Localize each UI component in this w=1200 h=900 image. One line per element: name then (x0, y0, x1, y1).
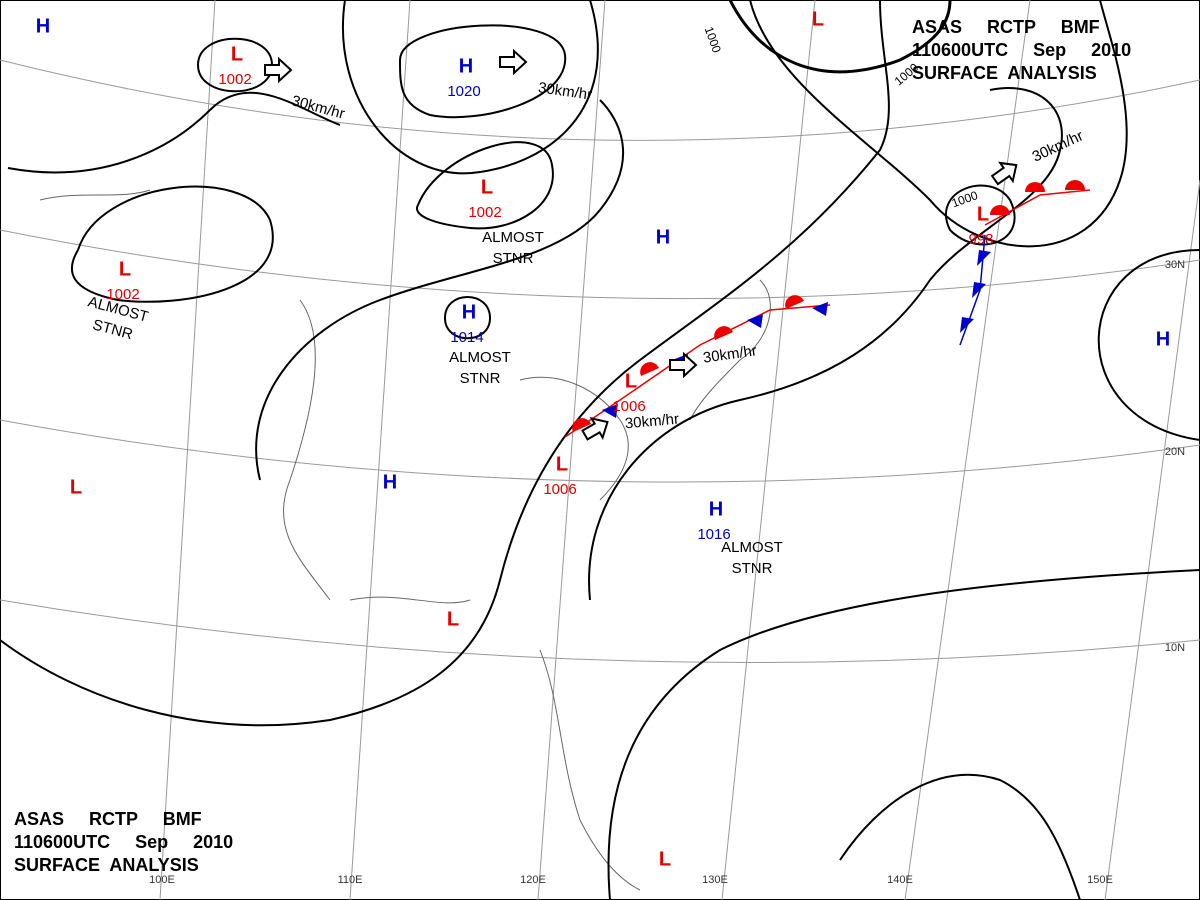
coastline (349, 596, 471, 604)
title-line: SURFACE ANALYSIS (912, 63, 1097, 83)
center-symbol: L (231, 43, 243, 65)
center-symbol: H (709, 498, 723, 520)
isobar (342, 0, 599, 175)
graticule-line (1104, 179, 1200, 900)
center-symbol: H (656, 226, 670, 248)
graticule-line (537, 0, 606, 900)
motion-arrow (581, 417, 609, 441)
center-symbol: H (462, 301, 476, 323)
title-line: 110600UTC Sep 2010 (14, 832, 233, 852)
center-symbol: L (556, 453, 568, 475)
isobar (415, 141, 554, 230)
isobar (749, 0, 1128, 248)
center-pressure: 1006 (543, 481, 576, 498)
isobar (728, 0, 952, 74)
center-symbol: L (119, 258, 131, 280)
latitude-label: 10N (1165, 642, 1185, 654)
center-pressure: 998 (968, 231, 993, 248)
warm-front-symbol (785, 295, 804, 309)
center-pressure: 1006 (612, 398, 645, 415)
center-symbol: L (625, 370, 637, 392)
graticule-line (0, 59, 1200, 141)
stationary-note: ALMOST (721, 539, 783, 556)
coastline (539, 649, 641, 891)
center-symbol: L (977, 203, 989, 225)
graticule-line (0, 229, 1200, 300)
graticule-line (904, 0, 1031, 900)
graticule-line (159, 0, 216, 900)
longitude-label: 130E (702, 874, 728, 886)
warm-front-symbol (1025, 182, 1045, 192)
longitude-label: 100E (149, 874, 175, 886)
center-symbol: H (459, 55, 473, 77)
center-symbol: L (70, 476, 82, 498)
coastline (39, 189, 151, 201)
longitude-label: 150E (1087, 874, 1113, 886)
cold-front-symbol (960, 317, 974, 333)
center-symbol: H (1156, 328, 1170, 350)
title-line: SURFACE ANALYSIS (14, 855, 199, 875)
longitude-label: 140E (887, 874, 913, 886)
center-symbol: H (383, 471, 397, 493)
latitude-label: 30N (1165, 259, 1185, 271)
title-line: 110600UTC Sep 2010 (912, 40, 1131, 60)
graticule-line (0, 419, 1200, 483)
cold-front-symbol (972, 282, 986, 298)
isobar (444, 296, 492, 340)
longitude-label: 110E (338, 874, 363, 886)
center-pressure: 1014 (450, 329, 483, 346)
stationary-note: STNR (732, 560, 773, 577)
warm-front-symbol (990, 205, 1010, 215)
center-symbol: L (812, 8, 824, 30)
isobar (1097, 249, 1200, 441)
title-line: ASAS RCTP BMF (912, 17, 1100, 37)
warm-front-symbol (640, 362, 659, 376)
warm-front-symbol (714, 326, 733, 340)
longitude-label: 120E (520, 874, 546, 886)
cold-front-symbol (747, 314, 763, 328)
latitude-label: 20N (1165, 446, 1185, 458)
graticule-line (721, 0, 816, 900)
center-pressure: 1020 (447, 83, 480, 100)
isobar (588, 87, 1063, 601)
title-line: ASAS RCTP BMF (14, 809, 202, 829)
isobar (7, 91, 341, 174)
motion-arrow (499, 48, 528, 76)
center-pressure: 1002 (106, 286, 139, 303)
motion-arrow (669, 351, 698, 379)
warm-front-symbol (572, 418, 591, 432)
cold-front-symbol (812, 302, 828, 316)
isobar (945, 184, 1016, 246)
cold-front-symbol (602, 404, 618, 418)
center-pressure: 1002 (218, 71, 251, 88)
stationary-note: STNR (460, 370, 501, 387)
coastline (689, 279, 771, 421)
center-pressure: 1002 (468, 204, 501, 221)
isobar (255, 99, 625, 481)
coastline (519, 376, 629, 501)
stationary-note: ALMOST (482, 229, 544, 246)
warm-front (564, 304, 831, 438)
center-pressure: 1016 (697, 526, 730, 543)
isobar (70, 185, 274, 303)
cold-front-symbol (977, 250, 991, 266)
center-symbol: L (447, 608, 459, 630)
stationary-note: ALMOST (449, 349, 511, 366)
isobar (839, 773, 1081, 900)
stationary-note: STNR (493, 250, 534, 267)
isobar (607, 569, 1200, 900)
center-symbol: L (659, 848, 671, 870)
motion-arrow (990, 161, 1018, 186)
warm-front-symbol (1065, 180, 1085, 190)
isobar (399, 24, 567, 119)
center-symbol: L (481, 176, 493, 198)
center-symbol: H (36, 15, 50, 37)
isobar (0, 0, 890, 727)
motion-arrow (264, 56, 293, 84)
coastline (283, 299, 331, 601)
motion-label: 30km/hr (624, 411, 679, 433)
